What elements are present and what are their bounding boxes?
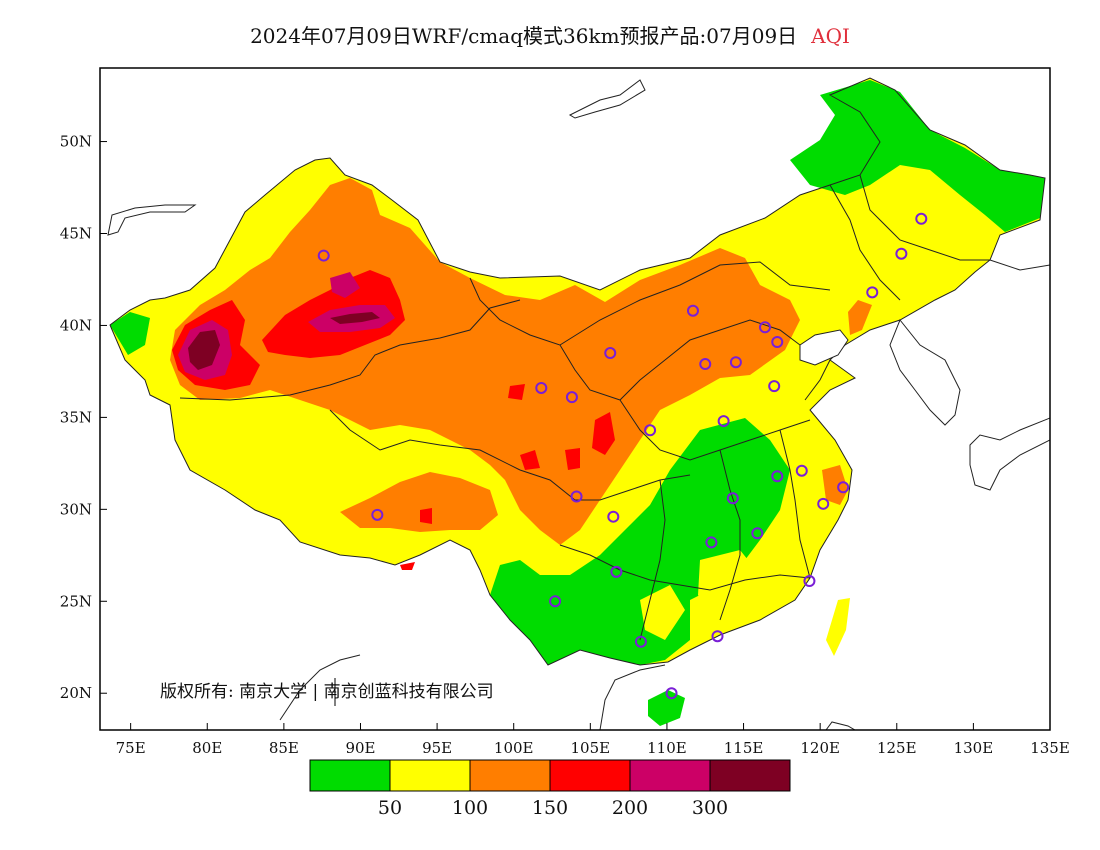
city-marker — [759, 321, 771, 334]
city-marker — [607, 510, 620, 523]
region-orange-west — [170, 178, 800, 545]
neighbor-coastlines — [107, 79, 1050, 730]
city-marker — [751, 527, 764, 540]
region-green-west — [110, 312, 150, 355]
y-tick-label: 35N — [60, 408, 92, 426]
city-marker — [717, 415, 730, 428]
x-tick-label: 75E — [116, 739, 146, 757]
x-tick-label: 80E — [192, 739, 222, 757]
y-tick-label: 25N — [60, 592, 92, 610]
legend-label: 300 — [692, 797, 728, 819]
title-variable: AQI — [811, 24, 850, 48]
map-area — [107, 77, 1050, 730]
legend-label: 150 — [532, 797, 568, 819]
region-maroon-tarim — [188, 330, 220, 370]
taiwan-island — [826, 598, 850, 656]
city-marker — [665, 687, 678, 700]
x-tick-label: 135E — [1030, 739, 1070, 757]
y-tick-label: 20N — [60, 684, 92, 702]
copyright-text: 版权所有: 南京大学 | 南京创蓝科技有限公司 — [160, 682, 494, 702]
city-marker — [866, 286, 879, 299]
legend-label: 50 — [378, 797, 402, 819]
city-marker — [565, 391, 578, 404]
city-marker — [705, 536, 718, 549]
region-green-northeast — [790, 80, 1045, 232]
city-marker — [768, 380, 781, 393]
city-marker — [771, 335, 784, 348]
city-marker — [817, 497, 830, 510]
map-frame — [99, 67, 1051, 731]
legend-swatch — [389, 759, 471, 792]
legend: 50 100 150 200 300 — [309, 759, 791, 819]
city-marker — [570, 490, 583, 503]
city-marker — [371, 508, 384, 521]
city-marker — [634, 635, 647, 648]
title-main: 2024年07月09日WRF/cmaq模式36km预报产品:07月09日 — [250, 24, 798, 48]
y-tick-label: 45N — [60, 225, 92, 243]
legend-swatch — [469, 759, 551, 792]
city-marker — [549, 595, 562, 608]
province-borders — [109, 77, 1046, 666]
city-marker — [699, 358, 712, 371]
region-yellow-south-pocket — [640, 550, 760, 640]
y-axis: 50N 45N 40N 35N 30N 25N 20N — [60, 133, 107, 702]
hainan-island — [648, 690, 685, 726]
region-orange-east-coast — [822, 300, 872, 505]
x-axis: 75E 80E 85E 90E 95E 100E 105E 110E 115E 120E 125E 1… — [116, 723, 1070, 757]
bohai-bay — [799, 329, 849, 366]
city-marker — [795, 464, 808, 477]
city-marker — [895, 247, 908, 260]
city-marker — [604, 347, 617, 360]
city-marker — [729, 356, 742, 369]
city-marker — [726, 492, 739, 505]
y-tick-label: 40N — [60, 316, 92, 334]
city-markers — [317, 212, 928, 700]
x-tick-label: 115E — [724, 739, 764, 757]
x-tick-label: 120E — [800, 739, 840, 757]
map-title: 2024年07月09日WRF/cmaq模式36km预报产品:07月09日 AQI — [0, 20, 1100, 49]
legend-swatch — [709, 759, 791, 792]
region-orange-tibet — [340, 472, 498, 532]
city-marker — [771, 470, 784, 483]
y-tick-label: 50N — [60, 133, 92, 151]
x-tick-label: 85E — [269, 739, 299, 757]
city-marker — [686, 304, 699, 317]
city-marker — [535, 381, 548, 394]
x-tick-label: 110E — [647, 739, 687, 757]
y-tick-label: 30N — [60, 500, 92, 518]
city-marker — [803, 575, 816, 588]
city-marker — [644, 424, 657, 437]
city-marker — [711, 630, 724, 643]
x-tick-label: 95E — [422, 739, 452, 757]
region-green-south — [490, 418, 790, 665]
city-marker — [915, 212, 928, 225]
legend-label: 100 — [452, 797, 488, 819]
legend-label: 200 — [612, 797, 648, 819]
x-tick-label: 125E — [877, 739, 917, 757]
legend-swatch — [629, 759, 711, 792]
x-tick-label: 90E — [345, 739, 375, 757]
x-tick-label: 130E — [954, 739, 994, 757]
x-tick-label: 105E — [571, 739, 611, 757]
legend-swatch — [549, 759, 631, 792]
legend-swatch — [309, 759, 391, 792]
city-marker — [837, 481, 850, 494]
city-marker — [610, 565, 623, 578]
region-maroon-taklimakan — [330, 312, 380, 324]
x-tick-label: 100E — [494, 739, 534, 757]
city-marker — [317, 249, 330, 262]
